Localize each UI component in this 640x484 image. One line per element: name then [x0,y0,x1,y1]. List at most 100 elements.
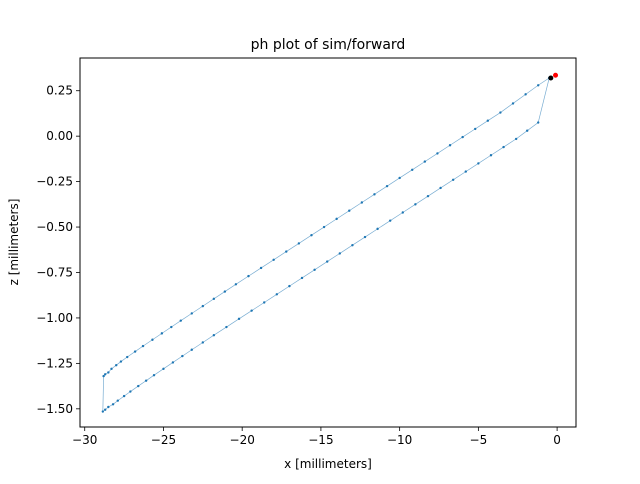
data-point [537,121,540,124]
y-tick-label: 0.25 [46,84,73,98]
data-point [116,399,119,402]
data-point [107,405,110,409]
data-point [122,394,126,398]
x-tick-label: −10 [387,433,412,447]
data-point [477,162,480,165]
data-point [474,127,477,131]
x-tick-label: −25 [151,433,176,447]
data-point [275,293,279,296]
data-point [201,341,205,344]
data-point [115,363,118,367]
data-point [223,290,227,293]
x-axis-label: x [millimeters] [284,457,372,471]
data-point [388,219,392,222]
data-point [190,312,193,315]
data-point [141,344,145,348]
y-tick-label: −1.25 [36,356,73,370]
data-point [385,184,389,188]
data-point [360,201,364,204]
data-point [119,360,123,363]
data-point [133,350,137,353]
data-point [322,225,326,229]
data-point [335,217,338,221]
y-tick-label: −1.00 [36,311,73,325]
data-point [107,371,110,374]
data-point [237,317,241,321]
data-point [411,168,414,171]
data-point [376,227,379,231]
x-tick-label: −30 [72,433,97,447]
data-point [414,203,417,206]
data-point [259,266,263,270]
data-point [111,403,115,406]
data-point [288,284,291,288]
data-point [313,268,316,271]
data-point [514,137,518,141]
y-tick-label: −0.25 [36,175,73,189]
data-point [247,274,250,278]
data-point [225,325,228,329]
data-point [212,297,216,301]
data-point [144,379,148,382]
data-point [212,334,216,337]
data-point [436,152,439,155]
data-point [201,304,205,308]
data-point [101,410,105,413]
data-point [310,234,313,237]
data-point [486,119,490,122]
data-point [401,211,404,214]
data-point [423,160,427,163]
trajectory-line [102,77,550,413]
data-point [426,194,430,198]
data-point [190,348,193,351]
data-point [502,145,505,149]
data-point [499,111,502,114]
data-point [234,283,238,286]
y-tick-label: 0.00 [46,129,73,143]
data-point [285,250,288,253]
y-tick-label: −0.75 [36,265,73,279]
data-point [461,135,464,139]
x-tick-label: −5 [470,433,488,447]
data-point [103,408,107,411]
data-point [137,384,140,388]
data-point [451,178,455,181]
x-tick-label: 0 [553,433,561,447]
x-tick-label: −15 [308,433,333,447]
data-point [326,260,329,263]
data-point [170,325,173,329]
data-point [162,367,165,371]
data-point [126,355,129,359]
data-point [300,276,304,280]
data-point [272,258,275,261]
data-point [171,361,175,364]
data-point [464,170,467,173]
axes-frame [79,57,577,428]
data-point [110,367,113,371]
end-marker [553,72,559,78]
data-point [297,242,301,245]
data-point [250,309,253,312]
data-point [103,373,107,376]
plot-area [101,72,559,413]
start-marker [548,75,554,81]
data-point [152,373,156,377]
data-point [351,244,354,247]
data-point [489,154,493,157]
x-tick-label: −20 [230,433,255,447]
data-point [524,93,527,96]
data-point [160,332,164,335]
data-point [181,354,184,358]
data-point [525,129,529,132]
data-point [102,374,105,378]
y-axis-label: z [millimeters] [7,199,21,286]
data-point [363,235,367,239]
data-point [348,209,351,212]
data-point [263,301,266,304]
data-point [439,186,442,190]
data-point [151,338,154,341]
y-tick-label: −0.50 [36,220,73,234]
